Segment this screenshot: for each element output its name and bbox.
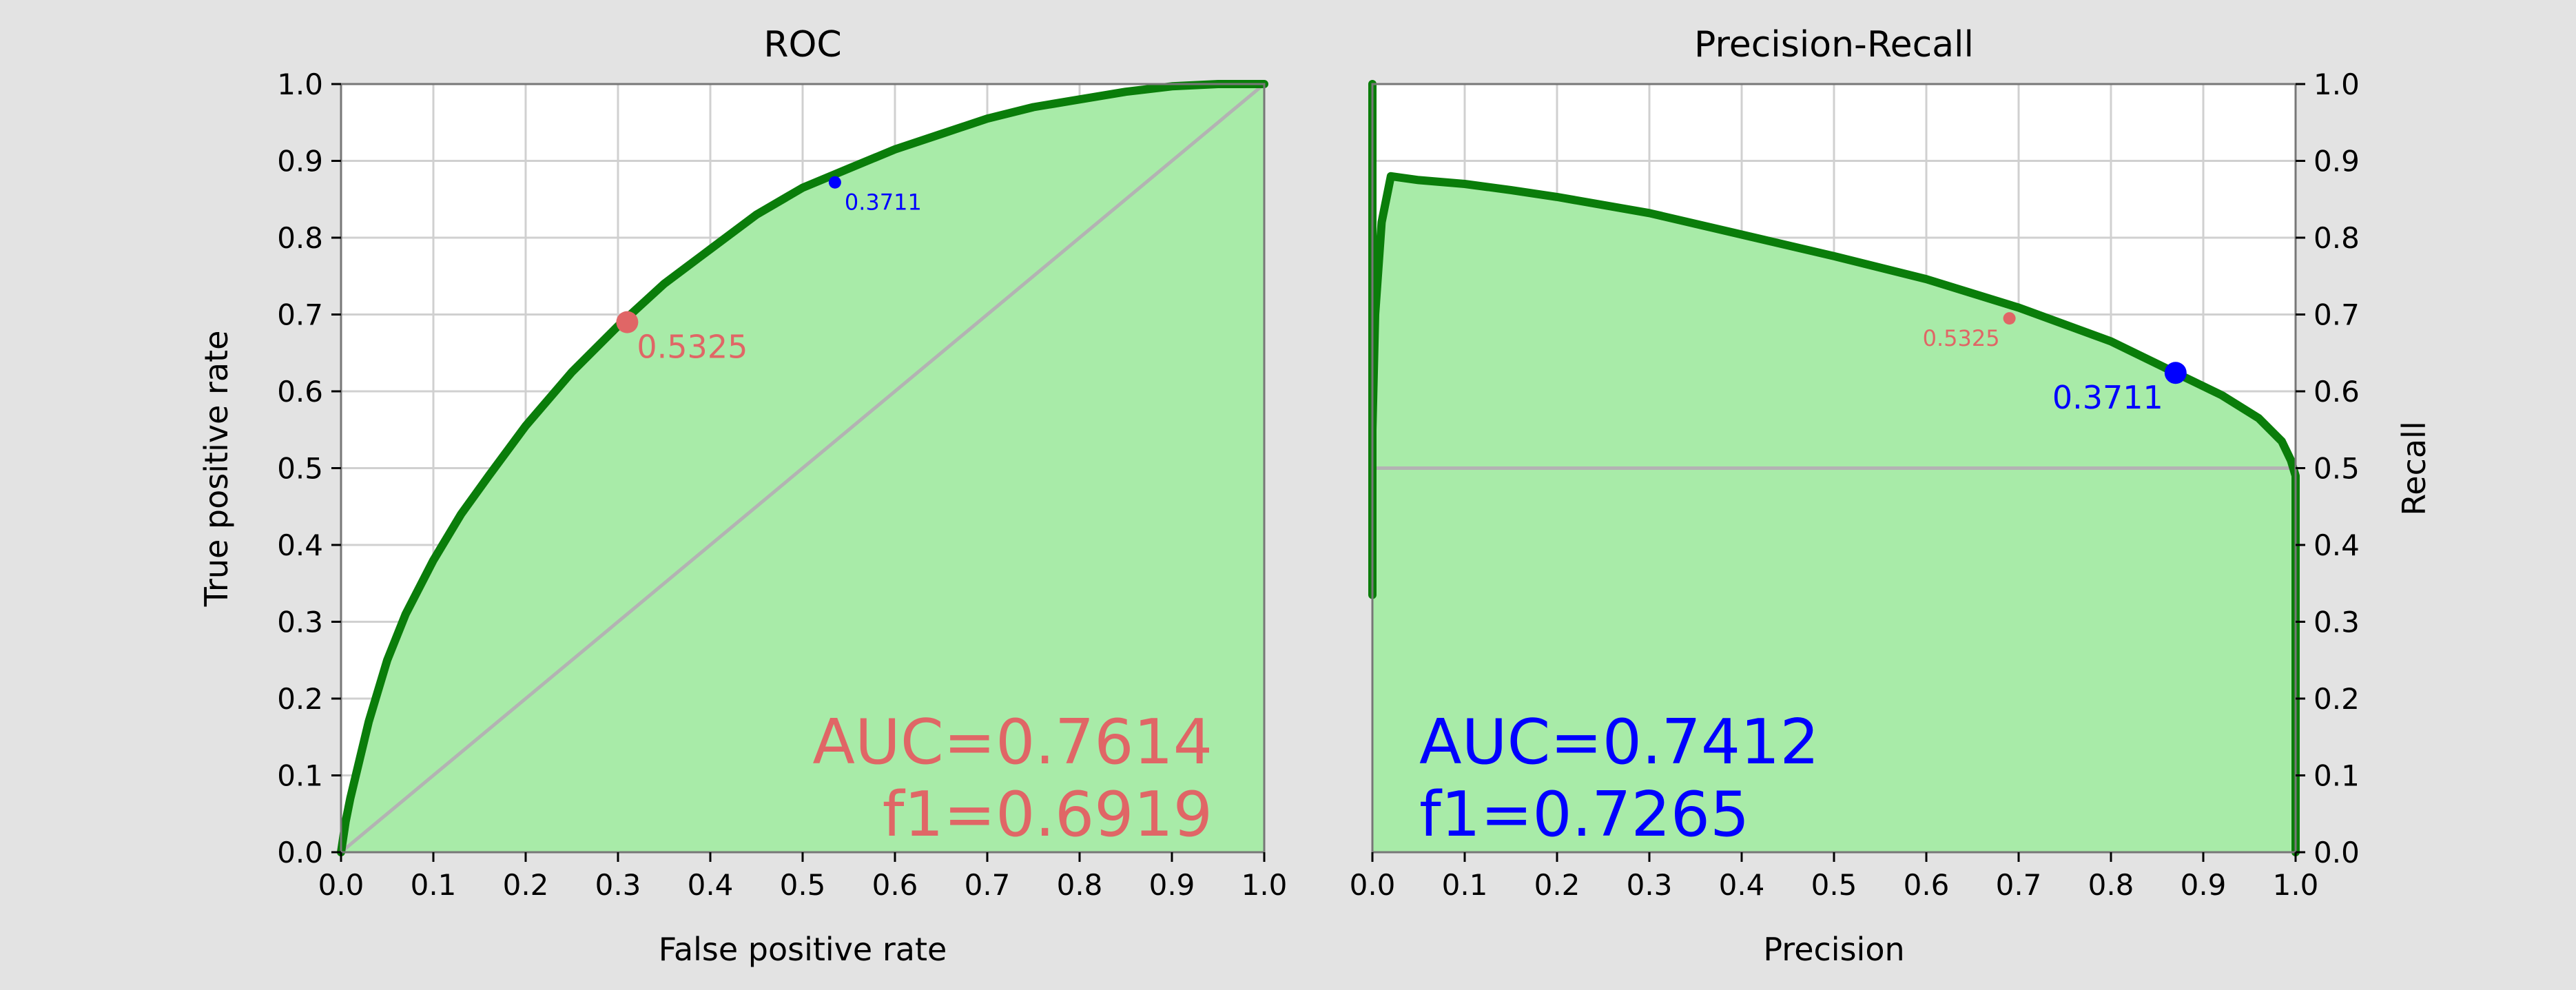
roc-marker-0-5325 — [616, 311, 639, 333]
roc-xtick-label: 0.1 — [411, 868, 457, 902]
pr-xtick-label: 0.7 — [1996, 868, 2042, 902]
roc-ylabel: True positive rate — [198, 331, 235, 608]
pr-xtick-label: 0.6 — [1904, 868, 1950, 902]
pr-marker-0-5325 — [2003, 312, 2016, 325]
roc-xtick-label: 0.7 — [965, 868, 1011, 902]
pr-marker-label: 0.5325 — [1923, 325, 2000, 351]
roc-ytick-label: 0.4 — [277, 528, 323, 562]
roc-xtick-label: 0.8 — [1057, 868, 1103, 902]
roc-marker-label: 0.3711 — [845, 189, 922, 216]
roc-marker-label: 0.5325 — [637, 329, 748, 366]
pr-xtick-label: 0.3 — [1627, 868, 1673, 902]
roc-xlabel: False positive rate — [659, 931, 947, 968]
pr-ytick-label: 0.3 — [2314, 606, 2360, 639]
pr-ytick-label: 0.6 — [2314, 375, 2360, 409]
pr-ytick-label: 0.0 — [2314, 836, 2360, 869]
roc-f1-annotation: f1=0.6919 — [883, 778, 1213, 851]
roc-ytick-label: 0.5 — [277, 452, 323, 486]
pr-ticks: 0.0 0.1 0.2 0.3 0.4 0.5 0.6 0.7 0.8 0.9 1.00.00.10… — [1350, 68, 2360, 902]
pr-marker-0-3711 — [2164, 362, 2187, 384]
pr-auc-annotation: AUC=0.7412 — [1419, 706, 1820, 778]
roc-ytick-label: 0.9 — [277, 145, 323, 178]
roc-ytick-label: 0.7 — [277, 298, 323, 332]
pr-marker-label: 0.3711 — [2052, 379, 2163, 416]
pr-xtick-label: 0.5 — [1811, 868, 1857, 902]
roc-xtick-label: 0.0 — [318, 868, 364, 902]
roc-xtick-label: 0.5 — [780, 868, 826, 902]
pr-xtick-label: 0.1 — [1442, 868, 1488, 902]
pr-xlabel: Precision — [1763, 931, 1904, 968]
pr-xtick-label: 0.0 — [1350, 868, 1396, 902]
pr-chart: 0.5325 0.3711 0.0 0.1 0.2 0.3 0.4 0.5 0.6 0.7 0.8… — [1350, 24, 2433, 968]
roc-chart: 0.5325 0.3711 0.0 0.1 0.2 0.3 0.4 0.5 0.6 0.7 0.8… — [198, 24, 1287, 968]
pr-curve-line — [1368, 80, 2300, 856]
roc-curve-line — [337, 80, 1268, 856]
pr-ytick-label: 0.1 — [2314, 759, 2360, 793]
roc-xtick-label: 1.0 — [1241, 868, 1288, 902]
pr-ylabel: Recall — [2395, 421, 2433, 515]
roc-xtick-label: 0.3 — [595, 868, 641, 902]
pr-xtick-label: 0.8 — [2088, 868, 2134, 902]
pr-f1-annotation: f1=0.7265 — [1419, 778, 1749, 851]
pr-xtick-label: 0.9 — [2181, 868, 2227, 902]
roc-diagonal-reference-line — [340, 83, 1266, 854]
roc-ytick-label: 1.0 — [277, 68, 323, 101]
roc-xtick-label: 0.9 — [1149, 868, 1195, 902]
pr-threshold-markers: 0.5325 0.3711 — [1923, 312, 2187, 416]
roc-ytick-label: 0.2 — [277, 682, 323, 716]
pr-xtick-label: 1.0 — [2273, 868, 2319, 902]
roc-threshold-markers: 0.5325 0.3711 — [616, 176, 922, 366]
pr-ytick-label: 0.8 — [2314, 221, 2360, 255]
pr-ytick-label: 0.5 — [2314, 452, 2360, 486]
pr-ytick-label: 0.2 — [2314, 682, 2360, 716]
roc-ytick-label: 0.1 — [277, 759, 323, 793]
roc-ytick-label: 0.6 — [277, 375, 323, 409]
roc-xtick-label: 0.2 — [503, 868, 549, 902]
roc-xtick-label: 0.6 — [872, 868, 918, 902]
pr-ytick-label: 0.9 — [2314, 145, 2360, 178]
pr-xtick-label: 0.4 — [1719, 868, 1765, 902]
roc-ytick-label: 0.3 — [277, 606, 323, 639]
pr-ytick-label: 0.7 — [2314, 298, 2360, 332]
roc-marker-0-3711 — [828, 176, 841, 189]
roc-auc-annotation: AUC=0.7614 — [812, 706, 1213, 778]
roc-xtick-label: 0.4 — [688, 868, 734, 902]
pr-xtick-label: 0.2 — [1534, 868, 1580, 902]
roc-ticks: 0.0 0.1 0.2 0.3 0.4 0.5 0.6 0.7 0.8 0.9 1.0 0.0 0.1 0… — [277, 68, 1287, 902]
pr-ytick-label: 1.0 — [2314, 68, 2360, 101]
roc-ytick-label: 0.8 — [277, 221, 323, 255]
roc-title: ROC — [763, 24, 841, 65]
pr-title: Precision-Recall — [1694, 24, 1974, 65]
roc-ytick-label: 0.0 — [277, 836, 323, 869]
pr-ytick-label: 0.4 — [2314, 528, 2360, 562]
